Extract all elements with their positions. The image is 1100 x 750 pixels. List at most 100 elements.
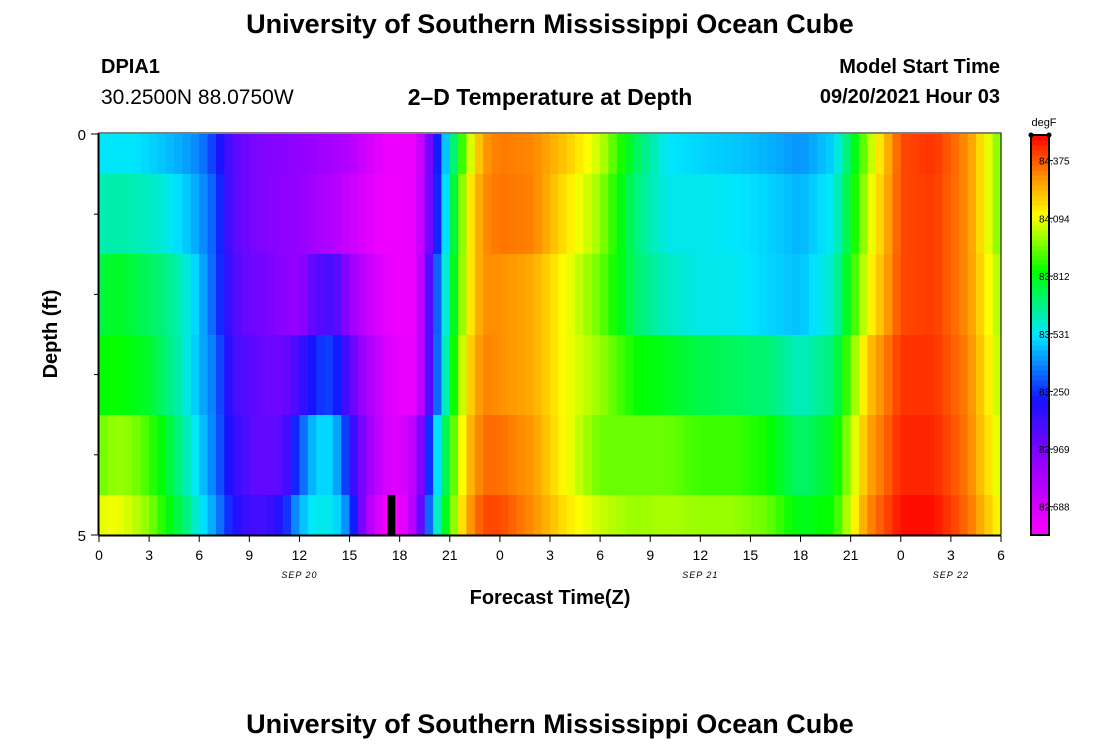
heatmap-cell [132, 415, 142, 495]
heatmap-cell [608, 174, 618, 254]
heatmap-cell [382, 134, 392, 174]
heatmap-cell [959, 174, 969, 254]
heatmap-cell [758, 254, 768, 335]
colorbar-swatch [1031, 280, 1049, 286]
heatmap-cell [750, 335, 760, 415]
heatmap-cell [650, 335, 660, 415]
x-tick-label: 0 [897, 547, 905, 563]
heatmap-cell [625, 174, 635, 254]
heatmap-cell [717, 335, 726, 415]
heatmap-cell [524, 495, 534, 535]
heatmap-cell [733, 335, 743, 415]
heatmap-cell [691, 254, 701, 335]
heatmap-cell [541, 134, 551, 174]
heatmap-cell [140, 254, 150, 335]
heatmap-cell [992, 495, 1002, 535]
heatmap-cell [165, 254, 175, 335]
heatmap-cell [249, 415, 259, 495]
heatmap-cell [950, 174, 960, 254]
colorbar-swatch [1031, 425, 1049, 431]
heatmap-cell [157, 495, 167, 535]
heatmap-cell [733, 415, 743, 495]
heatmap-cell [433, 495, 443, 535]
heatmap-cell [391, 335, 401, 415]
heatmap-cell [207, 254, 217, 335]
colorbar-swatch [1031, 435, 1049, 441]
heatmap-cell [199, 134, 209, 174]
heatmap-cell [884, 335, 894, 415]
heatmap-cell [666, 415, 676, 495]
heatmap-cell [199, 335, 209, 415]
heatmap-cell [524, 174, 534, 254]
heatmap-cell [892, 134, 902, 174]
heatmap-cell [291, 254, 301, 335]
heatmap-cell [224, 415, 234, 495]
colorbar-swatch [1031, 270, 1049, 276]
heatmap-cell [758, 495, 768, 535]
heatmap-cell [408, 134, 417, 174]
heatmap-cell [641, 335, 651, 415]
colorbar-swatch [1031, 200, 1049, 206]
heatmap-cell [783, 174, 793, 254]
heatmap-cell [491, 335, 501, 415]
heatmap-cell [307, 335, 317, 415]
heatmap-cell [708, 415, 718, 495]
heatmap-cell [950, 415, 960, 495]
heatmap-cell [282, 415, 292, 495]
colorbar-swatch [1031, 465, 1049, 471]
heatmap-cell [942, 174, 952, 254]
heatmap-cell [433, 415, 443, 495]
heatmap-cell [641, 495, 651, 535]
heatmap-cell [725, 174, 735, 254]
heatmap-cell [733, 174, 743, 254]
heatmap-cell [842, 415, 852, 495]
heatmap-cell [950, 134, 960, 174]
heatmap-cell [884, 415, 894, 495]
heatmap-cell [282, 134, 292, 174]
heatmap-cell [658, 495, 668, 535]
heatmap-cell [190, 254, 200, 335]
heatmap-cell [808, 415, 818, 495]
heatmap-cell [458, 254, 468, 335]
heatmap-cell [324, 335, 334, 415]
heatmap-cell [174, 134, 184, 174]
heatmap-cell [266, 254, 275, 335]
colorbar-swatch [1031, 490, 1049, 496]
heatmap-cell [224, 495, 234, 535]
heatmap-cell [566, 174, 576, 254]
heatmap-cell [775, 134, 785, 174]
x-tick-label: 3 [947, 547, 955, 563]
heatmap-cell [875, 134, 885, 174]
heatmap-cell [575, 495, 585, 535]
heatmap-cell [316, 335, 326, 415]
heatmap-cell [992, 335, 1002, 415]
heatmap-cell [274, 335, 284, 415]
heatmap-cell [959, 495, 969, 535]
heatmap-cell [959, 335, 969, 415]
heatmap-cell [215, 254, 225, 335]
heatmap-cell [917, 415, 927, 495]
heatmap-cell [892, 415, 902, 495]
heatmap-cell [508, 174, 518, 254]
station-id: DPIA1 [101, 56, 160, 78]
colorbar-swatch [1031, 295, 1049, 301]
heatmap-cell [683, 415, 693, 495]
colorbar-swatch [1031, 255, 1049, 261]
heatmap-cell [550, 335, 559, 415]
heatmap-cell [533, 495, 543, 535]
colorbar-swatch [1031, 310, 1049, 316]
heatmap-cell [691, 495, 701, 535]
heatmap-cell [232, 335, 242, 415]
heatmap-cell [282, 254, 292, 335]
heatmap-cell [433, 174, 443, 254]
heatmap-cell [700, 335, 710, 415]
colorbar-swatch [1031, 530, 1049, 536]
heatmap-cell [391, 254, 401, 335]
heatmap-cell [491, 415, 501, 495]
colorbar-swatch [1031, 180, 1049, 186]
heatmap-cell [583, 415, 593, 495]
heatmap-cell [449, 174, 459, 254]
x-tick-label: 12 [292, 547, 308, 563]
heatmap-cell [641, 134, 651, 174]
heatmap-cell [349, 415, 359, 495]
